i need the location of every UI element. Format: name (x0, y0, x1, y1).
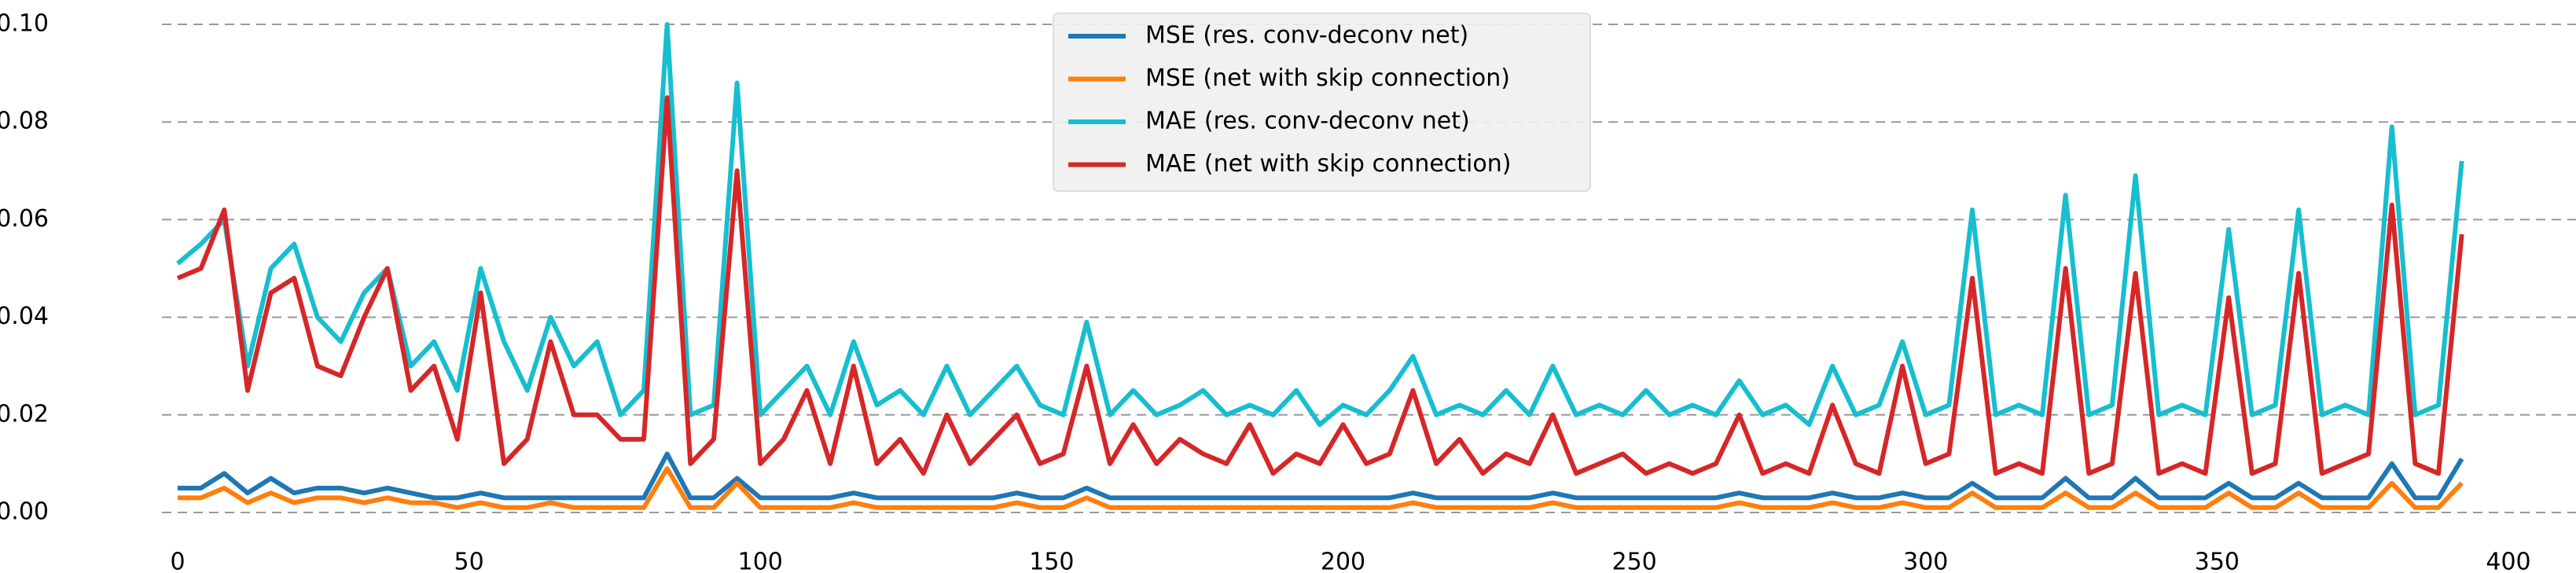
x-tick-label: 100 (738, 549, 783, 573)
x-tick-label: 350 (2195, 549, 2240, 573)
legend-label: MSE (res. conv-deconv net) (1145, 22, 1468, 50)
legend: MSE (res. conv-deconv net) MSE (net with … (1053, 13, 1591, 192)
series-line (178, 466, 2464, 510)
y-tick-label: 0.10 (0, 10, 49, 38)
x-tick-label: 150 (1029, 549, 1074, 573)
y-tick-label: 0.00 (0, 498, 49, 526)
x-tick-label: 250 (1611, 549, 1656, 573)
series-line (178, 451, 2464, 501)
legend-label: MSE (net with skip connection) (1145, 64, 1510, 92)
x-tick-label: 50 (454, 549, 484, 573)
x-tick-label: 200 (1321, 549, 1365, 573)
x-tick-label: 300 (1903, 549, 1948, 573)
y-tick-label: 0.06 (0, 205, 49, 233)
y-tick-label: 0.04 (0, 303, 49, 330)
series-line (176, 22, 2464, 428)
y-tick-label: 0.02 (0, 400, 49, 428)
legend-label: MAE (net with skip connection) (1145, 150, 1511, 178)
y-tick-label: 0.08 (0, 108, 49, 135)
x-tick-label: 0 (170, 549, 185, 573)
legend-box (1053, 13, 1591, 192)
x-tick-label: 400 (2486, 549, 2530, 573)
series-line (176, 95, 2464, 476)
legend-label: MAE (res. conv-deconv net) (1145, 108, 1470, 135)
